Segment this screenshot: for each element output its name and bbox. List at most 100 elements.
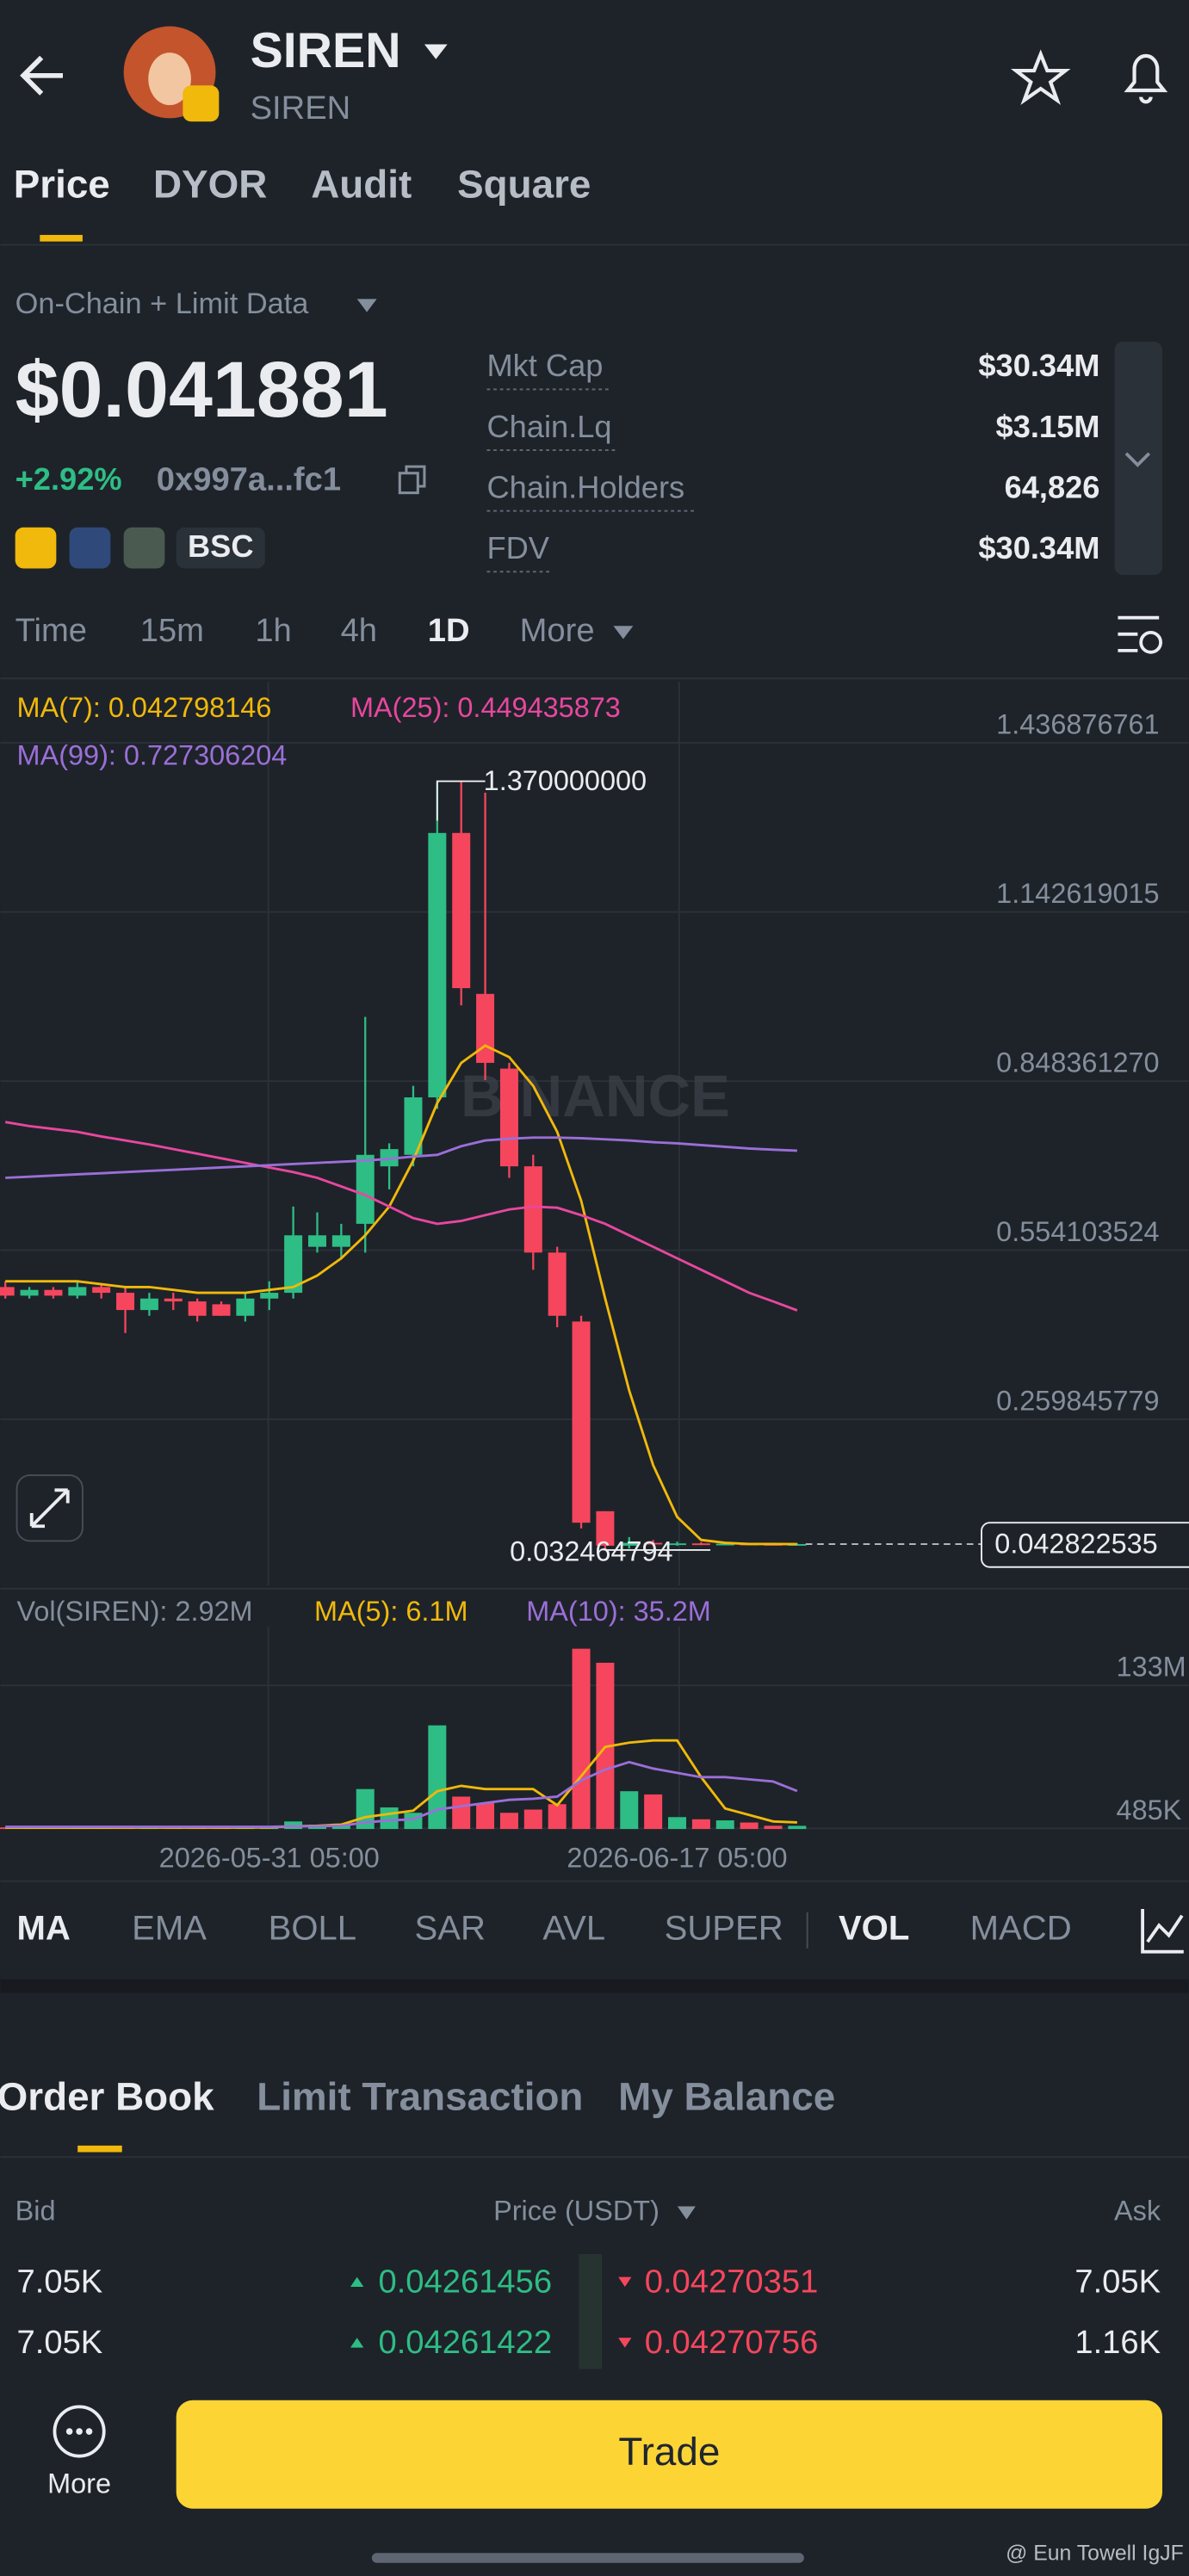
indicators: MA EMA BOLL SAR AVL SUPER VOL MACD bbox=[17, 1909, 1072, 1947]
favorite-button[interactable] bbox=[1010, 49, 1071, 105]
timeframe[interactable]: 15m bbox=[140, 612, 204, 649]
candle-body bbox=[668, 1543, 687, 1546]
tab-indicator bbox=[77, 2145, 122, 2153]
column-header: Price (USDT) bbox=[493, 2196, 660, 2227]
timeframe[interactable]: Time bbox=[15, 612, 87, 649]
bid-amount: 7.05K bbox=[17, 2263, 103, 2300]
contract-address: 0x997a...fc1 bbox=[157, 460, 341, 497]
fullscreen-icon bbox=[29, 1488, 70, 1529]
candle-body bbox=[188, 1301, 207, 1316]
indicator[interactable]: MA bbox=[17, 1909, 71, 1947]
indicator[interactable]: BOLL bbox=[269, 1909, 357, 1947]
bid-price: 0.04261456 bbox=[378, 2263, 552, 2300]
last-price-box bbox=[981, 1522, 1189, 1568]
ma-line bbox=[4, 1121, 798, 1312]
indicator[interactable]: AVL bbox=[542, 1909, 605, 1947]
tab[interactable]: Price bbox=[14, 163, 110, 207]
order-book-tab[interactable]: My Balance bbox=[618, 2075, 835, 2119]
last-price-label: 0.042822535 bbox=[994, 1528, 1157, 1559]
legend-entry: MA(7): 0.042798146 bbox=[17, 692, 272, 723]
y-tick-label: 0.259845779 bbox=[996, 1386, 1159, 1417]
home-indicator bbox=[371, 2553, 804, 2563]
back-button[interactable] bbox=[20, 55, 64, 96]
volume-bar bbox=[428, 1725, 447, 1830]
badge bbox=[15, 527, 57, 569]
candle-body bbox=[260, 1293, 279, 1299]
user-watermark: @ Eun Towell IgJF bbox=[1006, 2542, 1184, 2566]
ask-amount: 7.05K bbox=[1074, 2263, 1161, 2300]
ask-price: 0.04270351 bbox=[645, 2263, 819, 2300]
copy-button[interactable] bbox=[398, 465, 426, 495]
candle-body bbox=[20, 1289, 39, 1296]
more-icon[interactable] bbox=[53, 2405, 106, 2458]
candle-body bbox=[596, 1510, 615, 1546]
dropdown[interactable] bbox=[424, 44, 448, 59]
expand-panel[interactable] bbox=[1114, 342, 1162, 576]
volume-bar bbox=[380, 1807, 399, 1830]
stat-value: $30.34M bbox=[978, 530, 1099, 565]
ask-amount: 1.16K bbox=[1074, 2324, 1161, 2361]
timeframe[interactable]: 1h bbox=[255, 612, 291, 649]
tab[interactable]: Audit bbox=[311, 163, 412, 207]
more-label[interactable]: More bbox=[47, 2468, 111, 2499]
ma-line bbox=[5, 1136, 797, 1179]
order-book-tab[interactable]: Order Book bbox=[0, 2075, 214, 2119]
stat-label: Chain.Holders bbox=[486, 469, 684, 504]
price-chart: 1.436876761 1.142619015 0.848361270 0.55410… bbox=[0, 682, 1189, 1585]
y-tick-label: 0.554103524 bbox=[996, 1216, 1159, 1247]
stat-label: FDV bbox=[486, 530, 549, 565]
bid-amount: 7.05K bbox=[17, 2324, 103, 2361]
avatar bbox=[123, 26, 220, 122]
volume-chart: 133M 485K Vol(SIREN): 2.92M MA(5): 6.1M MA(1… bbox=[0, 1596, 1189, 1873]
stat-label: Mkt Cap bbox=[486, 348, 603, 383]
ask-price: 0.04270756 bbox=[645, 2324, 819, 2361]
badge bbox=[123, 527, 165, 569]
indicator-settings[interactable] bbox=[1141, 1909, 1184, 1954]
indicator[interactable]: SAR bbox=[414, 1909, 485, 1947]
indicator[interactable]: EMA bbox=[132, 1909, 207, 1947]
candle-body bbox=[572, 1321, 591, 1523]
chart-settings[interactable] bbox=[1118, 615, 1162, 654]
y-tick-label: 133M bbox=[1117, 1652, 1186, 1683]
token-title: SIREN bbox=[251, 23, 401, 78]
order-book-tab[interactable]: Limit Transaction bbox=[257, 2075, 583, 2119]
candle-body bbox=[0, 1287, 15, 1296]
timeframe[interactable]: 4h bbox=[341, 612, 377, 649]
timeframe[interactable]: 1D bbox=[428, 612, 470, 649]
candle-body bbox=[476, 993, 495, 1063]
section-gap bbox=[0, 1980, 1189, 1993]
column-header: Bid bbox=[15, 2196, 56, 2227]
tab[interactable]: DYOR bbox=[153, 163, 267, 207]
ma-line bbox=[5, 1044, 797, 1546]
candle-body bbox=[212, 1304, 231, 1316]
candle-body bbox=[44, 1289, 63, 1296]
indicator[interactable]: MACD bbox=[970, 1909, 1072, 1947]
candle-body bbox=[236, 1298, 255, 1316]
candle-body bbox=[788, 1544, 807, 1546]
candle-body bbox=[307, 1235, 326, 1247]
indicator[interactable]: VOL bbox=[839, 1909, 909, 1947]
timeframe[interactable]: More bbox=[520, 612, 595, 649]
chevron bbox=[1124, 452, 1151, 467]
volume-bar bbox=[452, 1796, 471, 1830]
trade-label[interactable]: Trade bbox=[618, 2430, 720, 2474]
tab[interactable]: Square bbox=[457, 163, 591, 207]
legend-entry: MA(10): 35.2M bbox=[526, 1596, 711, 1627]
token-subtitle: SIREN bbox=[251, 90, 351, 127]
legend-entry: MA(5): 6.1M bbox=[314, 1596, 468, 1627]
indicator[interactable]: SUPER bbox=[665, 1909, 783, 1947]
price: $0.041881 bbox=[15, 346, 388, 434]
depth-bar bbox=[579, 2253, 603, 2369]
badge bbox=[69, 527, 111, 569]
data-source[interactable]: On-Chain + Limit Data bbox=[15, 287, 310, 320]
y-tick-label: 1.436876761 bbox=[996, 709, 1159, 740]
tab-indicator bbox=[40, 234, 83, 242]
alert-button[interactable] bbox=[1124, 53, 1168, 104]
volume-bar bbox=[788, 1825, 807, 1830]
candle-body bbox=[284, 1235, 303, 1294]
trade-button[interactable] bbox=[176, 2400, 1162, 2509]
dropdown bbox=[356, 299, 377, 312]
candle-body bbox=[452, 832, 471, 989]
up-arrow bbox=[350, 2276, 364, 2288]
